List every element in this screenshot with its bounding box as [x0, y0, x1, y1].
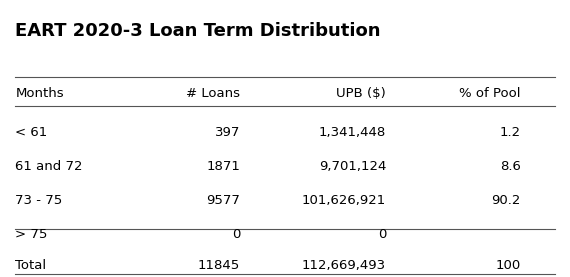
Text: 11845: 11845	[198, 259, 240, 272]
Text: 397: 397	[215, 126, 240, 139]
Text: 101,626,921: 101,626,921	[302, 194, 386, 207]
Text: EART 2020-3 Loan Term Distribution: EART 2020-3 Loan Term Distribution	[15, 22, 381, 40]
Text: 1871: 1871	[206, 160, 240, 173]
Text: Months: Months	[15, 87, 64, 100]
Text: 73 - 75: 73 - 75	[15, 194, 63, 207]
Text: 0: 0	[231, 228, 240, 241]
Text: > 75: > 75	[15, 228, 48, 241]
Text: # Loans: # Loans	[186, 87, 240, 100]
Text: < 61: < 61	[15, 126, 48, 139]
Text: 1,341,448: 1,341,448	[319, 126, 386, 139]
Text: 100: 100	[496, 259, 521, 272]
Text: 9577: 9577	[206, 194, 240, 207]
Text: 8.6: 8.6	[500, 160, 521, 173]
Text: 9,701,124: 9,701,124	[319, 160, 386, 173]
Text: 1.2: 1.2	[500, 126, 521, 139]
Text: 61 and 72: 61 and 72	[15, 160, 83, 173]
Text: 0: 0	[378, 228, 386, 241]
Text: Total: Total	[15, 259, 47, 272]
Text: % of Pool: % of Pool	[459, 87, 521, 100]
Text: 90.2: 90.2	[491, 194, 521, 207]
Text: UPB ($): UPB ($)	[336, 87, 386, 100]
Text: 112,669,493: 112,669,493	[302, 259, 386, 272]
